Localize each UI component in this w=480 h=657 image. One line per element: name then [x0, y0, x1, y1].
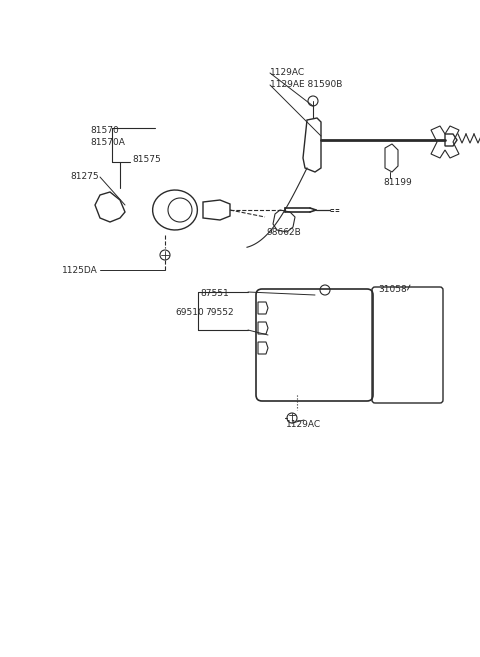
Text: 79552: 79552 — [205, 308, 234, 317]
Text: 81570A: 81570A — [90, 138, 125, 147]
Text: 1129AC: 1129AC — [270, 68, 305, 77]
Text: 1125DA: 1125DA — [62, 266, 98, 275]
Text: 69510: 69510 — [175, 308, 204, 317]
Text: 81570: 81570 — [90, 126, 119, 135]
Text: 81275: 81275 — [70, 172, 98, 181]
Text: 87551: 87551 — [200, 289, 229, 298]
Text: 31058: 31058 — [378, 285, 407, 294]
Text: 98662B: 98662B — [266, 228, 301, 237]
Text: 1129AE 81590B: 1129AE 81590B — [270, 80, 342, 89]
Text: 81575: 81575 — [132, 155, 161, 164]
Text: 1129AC: 1129AC — [287, 420, 322, 429]
Text: 81199: 81199 — [383, 178, 412, 187]
